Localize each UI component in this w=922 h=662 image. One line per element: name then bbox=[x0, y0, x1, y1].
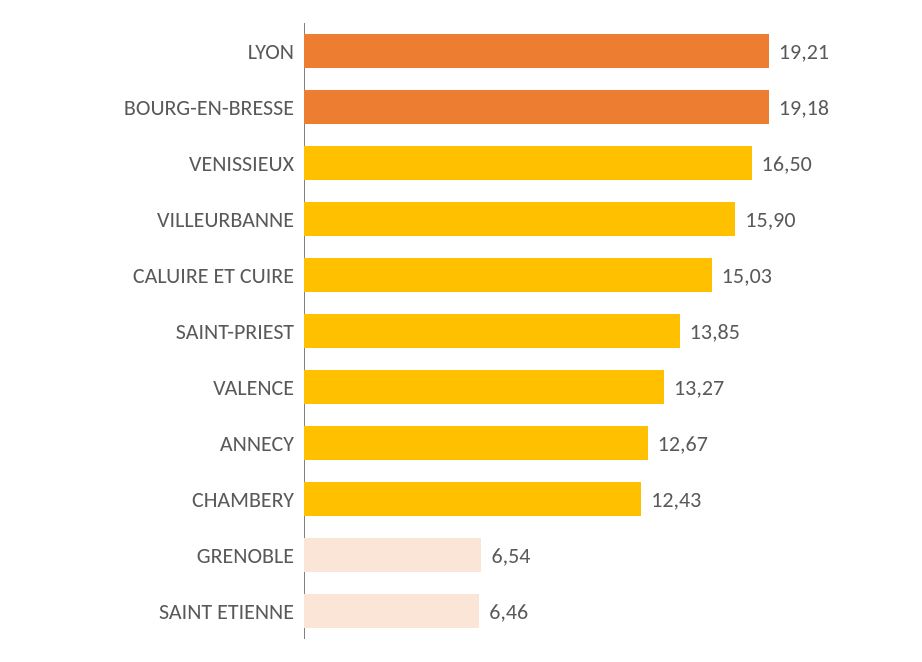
chart-row: VILLEURBANNE 15,90 bbox=[0, 191, 922, 247]
bar-track: 16,50 bbox=[304, 146, 829, 180]
category-label: BOURG-EN-BRESSE bbox=[0, 94, 304, 121]
category-label: LYON bbox=[0, 38, 304, 65]
value-label: 15,90 bbox=[735, 206, 795, 233]
chart-rows: LYON 19,21 BOURG-EN-BRESSE 19,18 VENISSIEUX 1… bbox=[0, 23, 922, 639]
bar-track: 15,03 bbox=[304, 258, 829, 292]
bar-track: 19,18 bbox=[304, 90, 829, 124]
bar-track: 19,21 bbox=[304, 34, 829, 68]
bar-track: 12,67 bbox=[304, 426, 829, 460]
chart-row: SAINT ETIENNE 6,46 bbox=[0, 583, 922, 639]
value-label: 13,85 bbox=[680, 318, 740, 345]
category-label: SAINT-PRIEST bbox=[0, 318, 304, 345]
value-label: 19,21 bbox=[769, 38, 829, 65]
value-label: 12,67 bbox=[648, 430, 708, 457]
bar bbox=[304, 370, 664, 404]
bar bbox=[304, 594, 479, 628]
value-label: 13,27 bbox=[664, 374, 724, 401]
category-label: SAINT ETIENNE bbox=[0, 598, 304, 625]
bar-track: 6,54 bbox=[304, 538, 829, 572]
bar-track: 12,43 bbox=[304, 482, 829, 516]
bar bbox=[304, 90, 769, 124]
bar bbox=[304, 538, 481, 572]
category-label: VALENCE bbox=[0, 374, 304, 401]
category-label: VENISSIEUX bbox=[0, 150, 304, 177]
bar-track: 6,46 bbox=[304, 594, 829, 628]
bar-track: 13,27 bbox=[304, 370, 829, 404]
value-label: 16,50 bbox=[752, 150, 812, 177]
category-label: VILLEURBANNE bbox=[0, 206, 304, 233]
category-label: GRENOBLE bbox=[0, 542, 304, 569]
value-label: 6,54 bbox=[481, 542, 530, 569]
bar bbox=[304, 34, 769, 68]
value-label: 6,46 bbox=[479, 598, 528, 625]
bar bbox=[304, 482, 641, 516]
chart-row: ANNECY 12,67 bbox=[0, 415, 922, 471]
category-label: CALUIRE ET CUIRE bbox=[0, 262, 304, 289]
chart-row: VALENCE 13,27 bbox=[0, 359, 922, 415]
chart-row: CHAMBERY 12,43 bbox=[0, 471, 922, 527]
bar bbox=[304, 426, 648, 460]
category-label: CHAMBERY bbox=[0, 486, 304, 513]
value-label: 12,43 bbox=[641, 486, 701, 513]
value-label: 15,03 bbox=[712, 262, 772, 289]
bar-track: 15,90 bbox=[304, 202, 829, 236]
value-label: 19,18 bbox=[769, 94, 829, 121]
chart-row: SAINT-PRIEST 13,85 bbox=[0, 303, 922, 359]
chart-row: GRENOBLE 6,54 bbox=[0, 527, 922, 583]
chart-row: BOURG-EN-BRESSE 19,18 bbox=[0, 79, 922, 135]
horizontal-bar-chart: LYON 19,21 BOURG-EN-BRESSE 19,18 VENISSIEUX 1… bbox=[0, 0, 922, 662]
category-label: ANNECY bbox=[0, 430, 304, 457]
bar bbox=[304, 258, 712, 292]
chart-row: LYON 19,21 bbox=[0, 23, 922, 79]
bar bbox=[304, 314, 680, 348]
chart-row: VENISSIEUX 16,50 bbox=[0, 135, 922, 191]
bar bbox=[304, 146, 752, 180]
chart-row: CALUIRE ET CUIRE 15,03 bbox=[0, 247, 922, 303]
bar bbox=[304, 202, 735, 236]
bar-track: 13,85 bbox=[304, 314, 829, 348]
